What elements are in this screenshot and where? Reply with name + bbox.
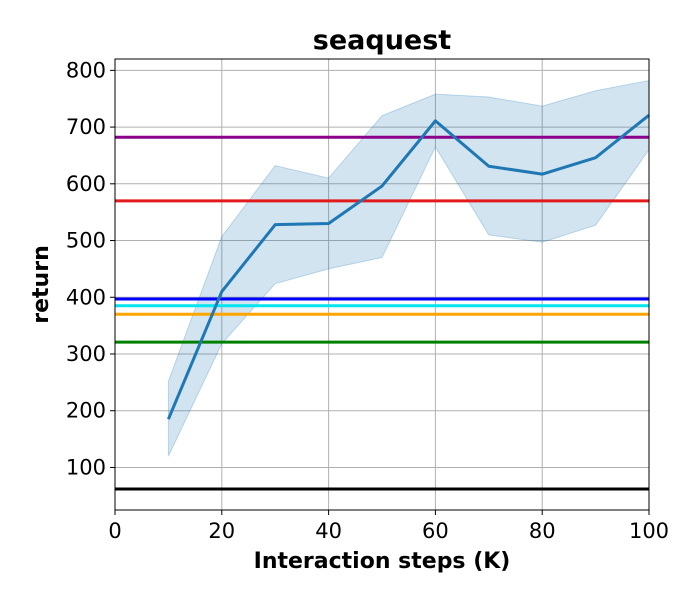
y-tick-label: 200 xyxy=(66,399,106,423)
x-tick-label: 100 xyxy=(629,519,669,543)
y-tick-label: 800 xyxy=(66,58,106,82)
y-tick-label: 100 xyxy=(66,455,106,479)
baseline-layer xyxy=(115,135,649,491)
x-tick-label: 20 xyxy=(208,519,235,543)
tick-layer: 0 20 40 60 80 100 100 200 300 400 500 600 700 800 xyxy=(66,58,669,543)
x-axis-label: Interaction steps (K) xyxy=(254,549,511,574)
y-tick-label: 400 xyxy=(66,285,106,309)
x-tick-label: 60 xyxy=(422,519,449,543)
y-tick-label: 600 xyxy=(66,172,106,196)
y-tick-label: 500 xyxy=(66,229,106,253)
x-tick-label: 0 xyxy=(108,519,121,543)
chart-title: seaquest xyxy=(313,25,452,56)
y-tick-label: 300 xyxy=(66,342,106,366)
series-layer xyxy=(167,113,650,420)
y-axis-label: return xyxy=(29,245,54,323)
series-line xyxy=(167,113,650,420)
plot-frame xyxy=(114,58,650,511)
x-tick-label: 80 xyxy=(529,519,556,543)
x-tick-label: 40 xyxy=(315,519,342,543)
y-tick-label: 700 xyxy=(66,115,106,139)
